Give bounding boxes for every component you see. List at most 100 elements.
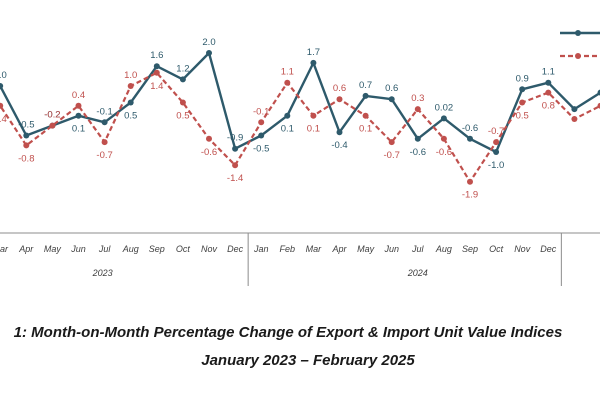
import-data-label: 0.5 [516, 111, 529, 122]
import-data-label: -0.7 [96, 150, 112, 161]
x-tick-label: Mar [306, 244, 323, 254]
export-point [467, 135, 473, 142]
data-labels: 11.0-0.5-0.20.1-0.10.51.61.22.0-0.9-0.50… [0, 37, 555, 201]
x-tick-label: May [44, 244, 62, 254]
import-point [597, 102, 600, 109]
x-tick-label: Jul [411, 244, 425, 254]
import-point [493, 139, 500, 146]
x-tick-label: Apr [331, 244, 347, 254]
export-point [232, 145, 239, 152]
import-point [414, 106, 421, 113]
import-data-label: 0.1 [307, 124, 320, 135]
import-data-label: 1.4 [150, 81, 163, 92]
import-point [49, 122, 56, 129]
x-tick-label: May [357, 244, 375, 254]
export-data-label: -1.0 [488, 160, 504, 171]
export-point [0, 83, 4, 89]
export-point [545, 79, 552, 86]
export-point [597, 89, 600, 96]
import-data-label: 0.4 [72, 90, 85, 101]
import-point [467, 178, 473, 185]
series-group [0, 50, 600, 185]
import-data-label: 1.1 [281, 67, 294, 78]
export-data-label: 1.1 [542, 67, 555, 78]
export-point [206, 50, 212, 56]
import-data-label: -0.6 [201, 147, 217, 158]
export-point [101, 119, 108, 126]
x-tick-label: Jun [383, 244, 399, 254]
export-data-label: -0.2 [44, 110, 60, 121]
x-tick-label: Jan [253, 244, 269, 254]
import-point [75, 102, 82, 109]
import-point [179, 99, 186, 106]
export-point [493, 149, 500, 155]
export-data-label: -0.1 [96, 106, 112, 117]
x-year-label: 2023 [92, 268, 113, 278]
export-data-label: -0.6 [462, 123, 478, 134]
series-line-export [0, 51, 600, 154]
legend-export-marker [575, 30, 581, 36]
legend-import-marker [575, 53, 581, 59]
import-data-label: -1.4 [227, 173, 243, 184]
export-data-label: 1.2 [176, 63, 189, 74]
import-data-label: -0.6 [436, 147, 452, 158]
import-data-label: -0.2 [44, 110, 60, 121]
import-data-label: 0.5 [176, 111, 189, 122]
export-point [519, 86, 526, 93]
x-tick-label: Sep [149, 244, 165, 254]
export-point [362, 92, 369, 99]
import-point [284, 79, 291, 86]
x-tick-label: Jul [98, 244, 112, 254]
x-tick-label: Apr [18, 244, 34, 254]
export-data-label: -0.4 [331, 140, 347, 151]
export-data-label: 0.9 [516, 73, 529, 84]
import-point [519, 99, 526, 106]
export-data-label: 0.02 [435, 102, 454, 113]
import-data-label: 0.4 [0, 114, 7, 125]
export-point [75, 112, 82, 119]
import-point [206, 135, 212, 142]
series-line-import [0, 71, 600, 183]
export-point [336, 129, 343, 136]
import-point [571, 116, 578, 122]
export-point [284, 112, 291, 119]
export-point [153, 63, 160, 70]
export-data-label: 1.7 [307, 47, 320, 58]
import-data-label: -0.1 [253, 106, 269, 117]
export-point [571, 106, 578, 113]
import-point [310, 112, 317, 119]
x-tick-label: Aug [435, 244, 452, 254]
import-point [153, 69, 160, 76]
export-data-label: 0.1 [281, 124, 294, 135]
x-tick-label: Mar [0, 244, 9, 254]
x-tick-label: Oct [176, 244, 191, 254]
export-data-label: -0.9 [227, 133, 243, 144]
export-data-label: -0.5 [253, 144, 269, 155]
export-point [127, 99, 134, 106]
import-point [23, 142, 30, 149]
import-point [127, 83, 134, 89]
export-data-label: 0.5 [124, 111, 137, 122]
import-point [0, 102, 4, 109]
export-point [179, 76, 186, 83]
export-data-label: -0.6 [410, 147, 426, 158]
export-point [23, 132, 30, 139]
import-point [388, 139, 395, 146]
export-data-label: 0.7 [359, 80, 372, 91]
x-tick-label: Dec [540, 244, 557, 254]
x-year-label: 2024 [407, 268, 428, 278]
export-point [440, 115, 447, 122]
export-point [414, 135, 421, 142]
legend [560, 30, 600, 59]
x-tick-label: Dec [227, 244, 244, 254]
import-data-label: -1.9 [462, 190, 478, 201]
import-data-label: 0.8 [542, 101, 555, 112]
chart-caption-title: 1: Month-on-Month Percentage Change of E… [13, 324, 563, 341]
x-tick-label: Sep [462, 244, 478, 254]
export-point [310, 59, 317, 66]
x-tick-label: Nov [514, 244, 531, 254]
chart-caption-subtitle: January 2023 – February 2025 [201, 352, 415, 369]
import-point [362, 112, 369, 119]
import-data-label: -0.7 [384, 150, 400, 161]
import-data-label: -0.7 [488, 126, 504, 137]
